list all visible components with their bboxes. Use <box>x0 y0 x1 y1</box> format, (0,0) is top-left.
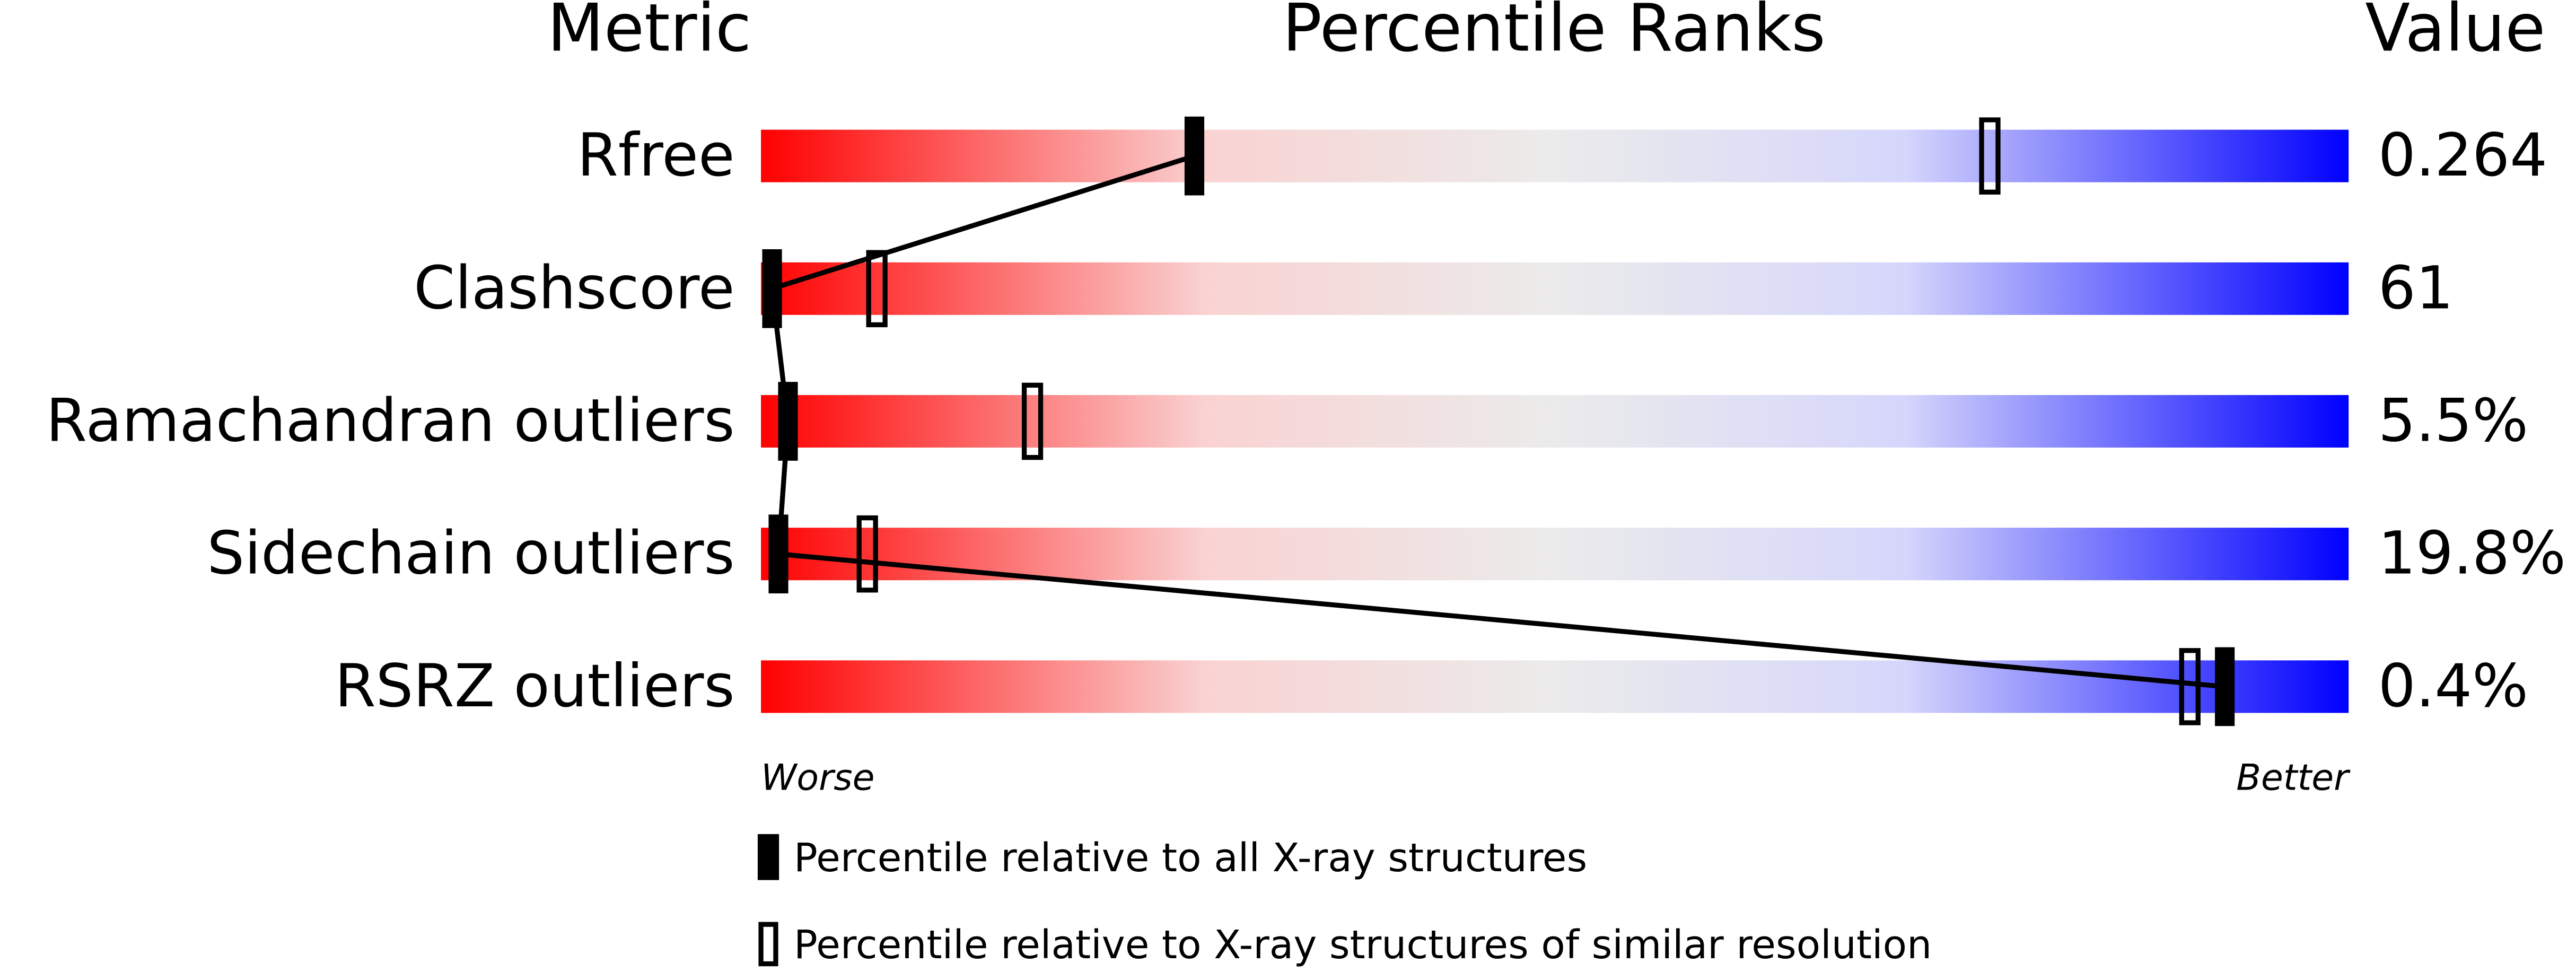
legend-marker <box>758 922 778 967</box>
rank-marker <box>2215 647 2235 726</box>
metric-label: Rfree <box>577 121 734 190</box>
metric-label: Clashscore <box>414 254 734 322</box>
column-title: Metric <box>547 0 751 67</box>
rank-marker <box>768 514 788 593</box>
metric-value: 0.4% <box>2378 652 2528 721</box>
rank-marker <box>856 515 878 593</box>
rank-marker <box>2179 648 2201 725</box>
column-title: Percentile Ranks <box>1282 0 1825 67</box>
rank-marker <box>1021 382 1044 460</box>
metric-value: 19.8% <box>2378 520 2566 588</box>
rank-bar <box>761 262 2349 315</box>
legend-marker <box>757 834 779 880</box>
axis-label: Worse <box>761 757 874 799</box>
axis-label: Better <box>2236 757 2351 799</box>
legend-label: Percentile relative to X-ray structures … <box>794 922 1932 968</box>
metric-label: Sidechain outliers <box>207 520 734 588</box>
rank-marker <box>762 249 782 328</box>
metric-label: RSRZ outliers <box>335 652 734 721</box>
metric-value: 0.264 <box>2378 121 2547 190</box>
rank-bar <box>761 129 2349 182</box>
rank-marker <box>1979 117 2001 195</box>
metric-label: Ramachandran outliers <box>46 387 735 455</box>
rank-marker <box>1184 116 1205 196</box>
metric-value: 5.5% <box>2378 387 2528 455</box>
legend-label: Percentile relative to all X-ray structu… <box>794 835 1587 881</box>
metric-value: 61 <box>2378 254 2454 322</box>
rank-bar <box>761 528 2349 581</box>
rank-marker <box>866 250 888 328</box>
rank-bar <box>761 395 2349 448</box>
rank-marker <box>778 382 798 461</box>
rank-bar <box>761 660 2349 713</box>
column-title: Value <box>2365 0 2545 67</box>
